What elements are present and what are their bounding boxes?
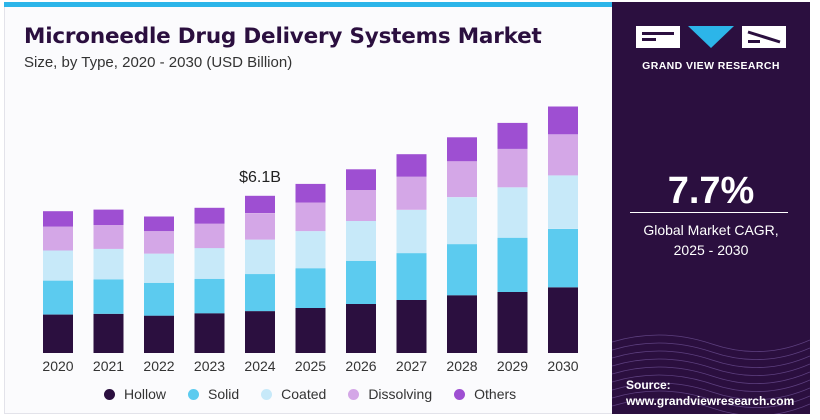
bar-solid-2030 — [548, 229, 578, 288]
x-tick-label-2027: 2027 — [396, 358, 427, 374]
bar-dissolving-2028 — [447, 161, 477, 198]
bar-coated-2020 — [43, 250, 73, 281]
bar-dissolving-2025 — [295, 202, 326, 232]
bar-hollow-2027 — [396, 300, 427, 353]
legend-label-others: Others — [474, 386, 517, 402]
chart-title: Microneedle Drug Delivery Systems Market — [24, 24, 542, 49]
bar-solid-2029 — [497, 237, 528, 292]
legend-label-dissolving: Dissolving — [368, 386, 433, 402]
x-tick-label-2025: 2025 — [295, 358, 326, 374]
x-tick-label-2028: 2028 — [446, 358, 477, 374]
bar-others-2021 — [93, 209, 124, 225]
bar-hollow-2023 — [194, 313, 225, 353]
bar-coated-2029 — [497, 187, 528, 238]
bar-solid-2027 — [396, 253, 427, 300]
bar-solid-2024 — [245, 274, 275, 312]
bar-dissolving-2022 — [144, 231, 174, 254]
x-tick-label-2029: 2029 — [497, 358, 528, 374]
x-tick-label-2024: 2024 — [244, 358, 275, 374]
bar-hollow-2020 — [43, 314, 73, 353]
brand-name: GRAND VIEW RESEARCH — [642, 60, 780, 72]
cagr-value: 7.7% — [667, 170, 755, 212]
bar-hollow-2029 — [497, 292, 528, 353]
bar-solid-2020 — [43, 280, 73, 315]
cagr-divider — [630, 212, 788, 213]
source-url: www.grandviewresearch.com — [626, 394, 795, 408]
cagr-label: Global Market CAGR, 2025 - 2030 — [612, 220, 810, 260]
bar-others-2025 — [295, 183, 326, 203]
bar-solid-2025 — [295, 268, 326, 308]
legend-swatch-others — [454, 388, 466, 400]
bar-others-2020 — [43, 211, 73, 227]
legend-label-solid: Solid — [208, 386, 240, 402]
x-tick-label-2026: 2026 — [345, 358, 376, 374]
bar-dissolving-2021 — [93, 225, 124, 249]
bar-coated-2023 — [194, 248, 225, 279]
bar-hollow-2022 — [144, 315, 174, 353]
bar-others-2030 — [548, 106, 578, 135]
bar-others-2028 — [447, 137, 477, 162]
bar-others-2023 — [194, 207, 225, 224]
bar-others-2024 — [245, 195, 275, 213]
chart-subtitle: Size, by Type, 2020 - 2030 (USD Billion) — [24, 54, 293, 71]
legend-swatch-hollow — [104, 388, 115, 400]
bar-dissolving-2029 — [497, 148, 528, 188]
bar-coated-2024 — [245, 239, 275, 275]
stacked-bar-chart: 2020 2021 2022 2023 2024 $6.1B 2025 2026 2027 202… — [42, 106, 579, 374]
legend-item-dissolving: Dissolving — [348, 386, 432, 402]
bar-coated-2030 — [548, 175, 578, 229]
bar-solid-2026 — [346, 260, 376, 304]
bar-dissolving-2020 — [43, 226, 73, 251]
bar-dissolving-2024 — [245, 213, 275, 240]
bar-coated-2027 — [396, 209, 427, 254]
bar-others-2027 — [396, 154, 427, 177]
legend-label-coated: Coated — [281, 386, 327, 402]
legend-item-hollow: Hollow — [104, 386, 166, 402]
bar-others-2029 — [497, 122, 528, 149]
legend-label-hollow: Hollow — [124, 386, 167, 402]
bar-hollow-2021 — [93, 313, 124, 353]
bar-dissolving-2026 — [346, 190, 376, 221]
bar-coated-2021 — [93, 248, 124, 280]
bar-hollow-2026 — [346, 304, 376, 353]
data-label-2024: $6.1B — [239, 169, 281, 186]
bar-coated-2028 — [447, 197, 477, 245]
cagr-label-line1: Global Market CAGR, — [643, 222, 779, 238]
chart-legend: Hollow Solid Coated Dissolving Others — [104, 386, 538, 402]
x-tick-label-2022: 2022 — [143, 358, 174, 374]
legend-swatch-coated — [261, 388, 273, 400]
bar-coated-2022 — [144, 253, 174, 283]
legend-item-solid: Solid — [188, 386, 239, 402]
grand-view-research-logo-icon — [636, 26, 786, 48]
bar-solid-2023 — [194, 278, 225, 314]
bar-others-2022 — [144, 216, 174, 232]
bar-others-2026 — [346, 169, 376, 190]
info-panel: GRAND VIEW RESEARCH 7.7% Global Market C… — [612, 2, 810, 414]
legend-swatch-dissolving — [348, 388, 360, 400]
x-tick-label-2030: 2030 — [547, 358, 578, 374]
bar-hollow-2030 — [548, 287, 578, 353]
legend-swatch-solid — [188, 388, 200, 400]
source-label: Source: — [626, 378, 671, 392]
cagr-label-line2: 2025 - 2030 — [673, 242, 749, 258]
x-tick-label-2021: 2021 — [93, 358, 124, 374]
legend-item-others: Others — [454, 386, 516, 402]
bar-solid-2021 — [93, 279, 124, 314]
wave-pattern-icon — [612, 334, 810, 414]
bar-dissolving-2030 — [548, 134, 578, 176]
source-note: Source: www.grandviewresearch.com — [626, 377, 794, 409]
x-tick-label-2023: 2023 — [194, 358, 225, 374]
bar-dissolving-2027 — [396, 176, 427, 210]
bar-hollow-2025 — [295, 307, 326, 353]
bar-solid-2022 — [144, 282, 174, 316]
bar-coated-2026 — [346, 221, 376, 261]
accent-bar — [4, 2, 612, 7]
legend-item-coated: Coated — [261, 386, 326, 402]
bar-hollow-2024 — [245, 311, 275, 353]
bar-hollow-2028 — [447, 295, 477, 353]
x-tick-label-2020: 2020 — [42, 358, 73, 374]
bar-coated-2025 — [295, 231, 326, 269]
bar-dissolving-2023 — [194, 223, 225, 249]
bar-solid-2028 — [447, 244, 477, 296]
